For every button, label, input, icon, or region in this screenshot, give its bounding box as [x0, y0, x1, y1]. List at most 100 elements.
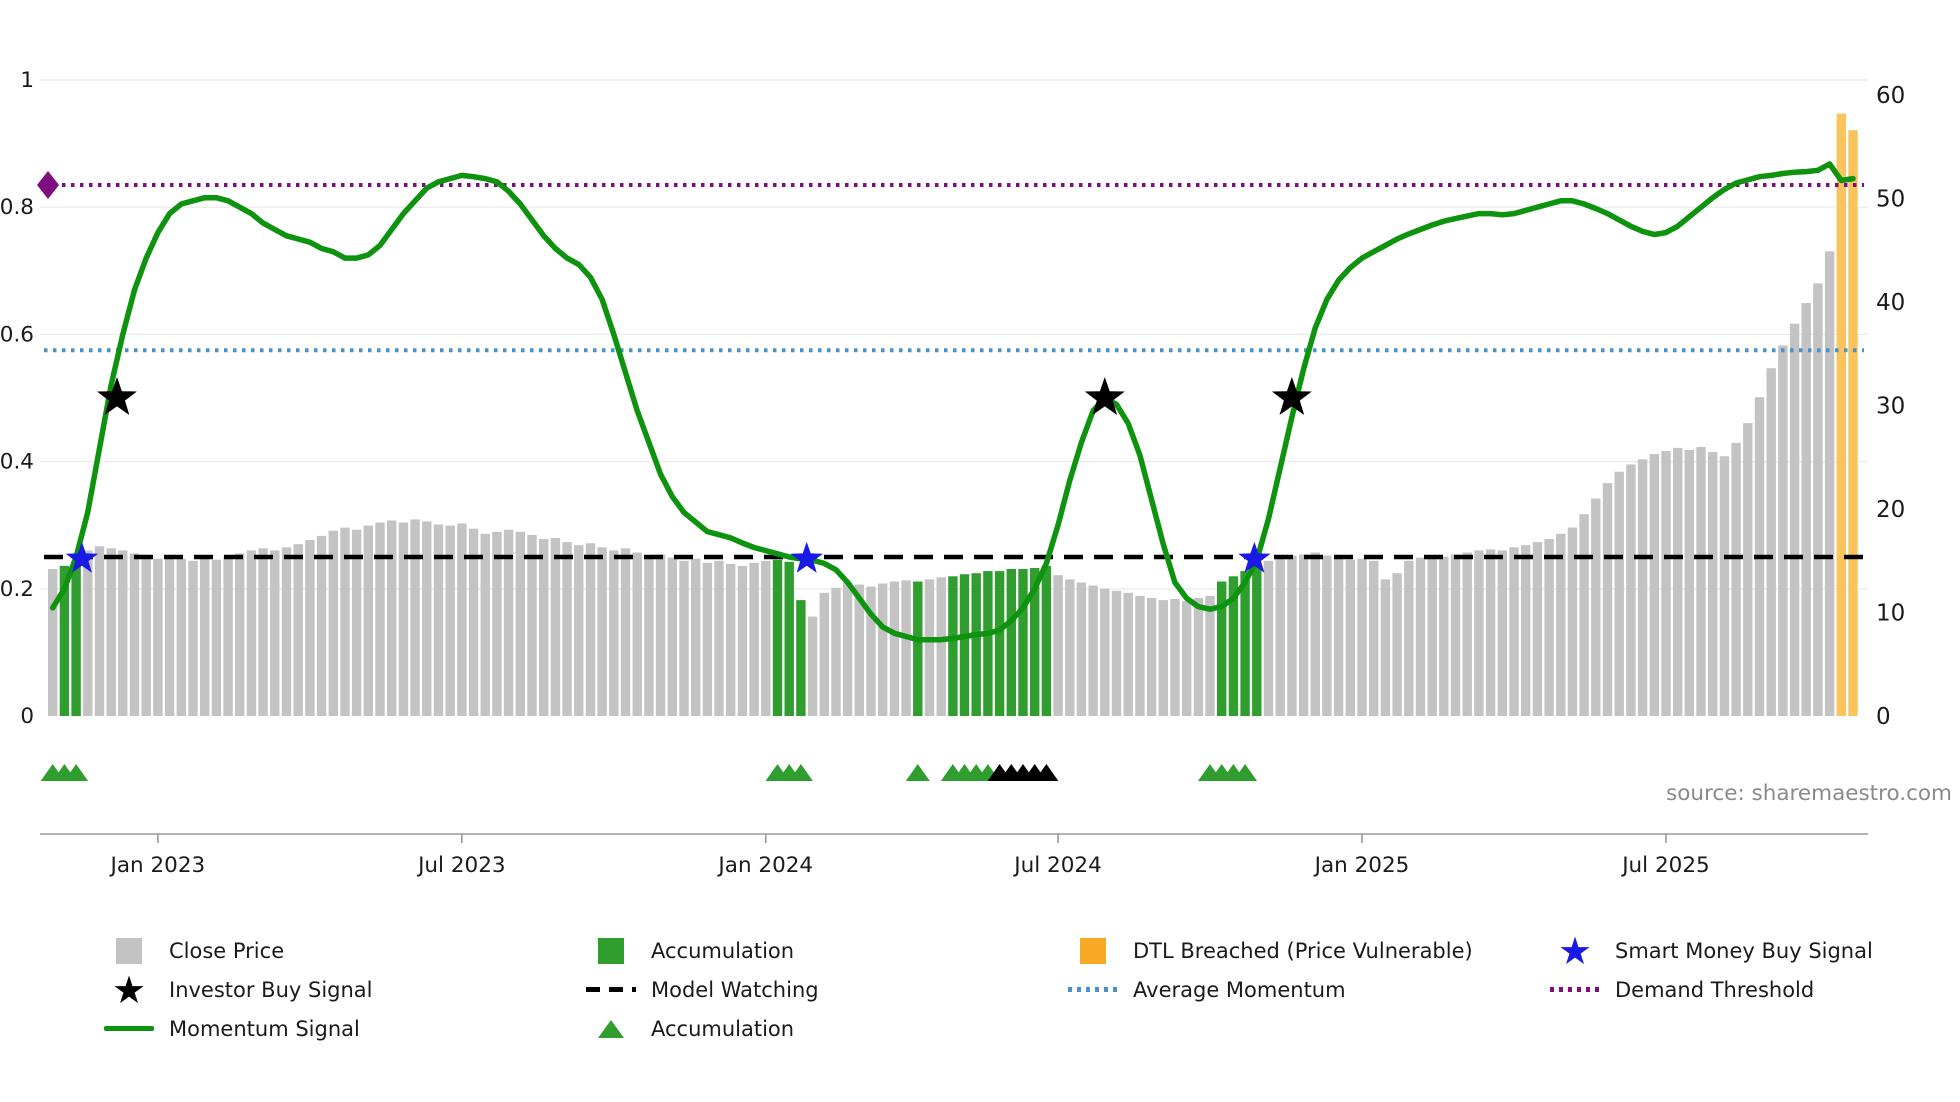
accumulation-bar [948, 576, 958, 716]
close-price-bar [1591, 498, 1601, 716]
accumulation-bar [784, 561, 794, 716]
close-price-bar [305, 540, 315, 716]
close-price-bar [211, 559, 222, 716]
close-price-bar [410, 519, 420, 716]
dtl-breached-bar [1848, 130, 1858, 716]
close-price-bar [433, 524, 444, 716]
legend-label-model-watching: Model Watching [651, 977, 819, 1002]
close-price-bar [176, 558, 186, 716]
close-price-bar [1310, 552, 1320, 716]
close-price-bar [1462, 552, 1472, 716]
close-price-bar [1123, 592, 1133, 716]
close-price-bar [1661, 451, 1671, 716]
accumulation-bar [772, 559, 783, 716]
close-price-bar [94, 546, 105, 716]
close-price-bar [1404, 560, 1414, 717]
close-price-bar [714, 560, 724, 717]
legend-item-investor-buy-signal: ★ Investor Buy Signal [104, 971, 586, 1009]
close-price-bar [1076, 582, 1087, 716]
close-price-bar [129, 553, 140, 716]
close-price-bar [1111, 590, 1122, 716]
close-price-bar [936, 577, 946, 716]
close-price-bar [1146, 598, 1157, 716]
close-price-bar [1357, 558, 1367, 716]
close-price-bar [188, 560, 198, 717]
close-price-bar [1450, 554, 1461, 716]
close-price-bar [1170, 599, 1180, 716]
close-price-bar [854, 584, 864, 716]
close-price-bar [1696, 446, 1706, 716]
close-price-bar [387, 520, 397, 716]
close-price-bar [351, 529, 362, 716]
close-price-bar [316, 535, 327, 716]
close-price-bar [1053, 575, 1063, 716]
close-price-bar [457, 523, 467, 716]
close-price-bar [1135, 595, 1145, 716]
close-price-bar [235, 553, 245, 716]
close-price-bar [503, 529, 514, 716]
close-price-bar [761, 560, 771, 717]
close-price-bar [363, 525, 373, 716]
accumulation-bar [1240, 571, 1250, 716]
accumulation-bar [1217, 581, 1227, 716]
legend-label-momentum-signal: Momentum Signal [169, 1016, 360, 1041]
x-tick-label: Jan 2025 [1313, 853, 1410, 878]
close-price-bar [1731, 442, 1741, 716]
x-tick-label: Jul 2023 [416, 853, 506, 878]
close-price-bar [562, 542, 572, 716]
legend-item-momentum-signal: Momentum Signal [104, 1012, 586, 1045]
left-axis-tick-label: 1 [20, 68, 34, 93]
legend-label-investor-buy-signal: Investor Buy Signal [169, 977, 373, 1002]
close-price-bar [1485, 549, 1496, 716]
legend-item-model-watching: Model Watching [586, 973, 1068, 1006]
close-price-bar [1778, 345, 1788, 716]
smart-money-buy-signal-star [790, 541, 823, 573]
close-price-bar [632, 552, 642, 716]
momentum-chart: Jan 2023 Jul 2023 Jan 2024 Jul 2024 Jan 2025… [0, 68, 1952, 878]
momentum-signal-line [49, 161, 1856, 643]
accumulation-bar [959, 574, 970, 716]
close-price-bar [1544, 539, 1554, 716]
average-momentum-dotted-line-icon [1068, 987, 1118, 992]
legend-item-accumulation-marker: Accumulation [586, 1012, 1068, 1045]
close-price-bar [468, 528, 479, 716]
close-price-bar [375, 522, 385, 716]
demand-threshold-start-marker [37, 170, 59, 199]
investor-buy-signal-star [97, 377, 137, 415]
close-price-bar [106, 548, 116, 716]
close-price-bar [200, 557, 210, 716]
x-tick-label: Jul 2024 [1012, 853, 1102, 878]
close-price-bar [901, 580, 911, 716]
close-price-bar [258, 548, 268, 716]
close-price-bar [340, 527, 350, 716]
legend: Close Price ★ Investor Buy Signal Moment… [104, 928, 1960, 1045]
legend-column-2: Accumulation Model Watching Accumulation [586, 934, 1068, 1045]
close-price-bar [1509, 547, 1519, 716]
close-price-bar [48, 569, 58, 716]
close-price-bar [1743, 423, 1753, 716]
close-price-bar [1275, 557, 1285, 716]
right-axis-tick-label: 20 [1876, 497, 1905, 523]
close-price-bar [655, 554, 666, 716]
close-price-bar [445, 525, 455, 716]
close-price-bar [1345, 559, 1355, 716]
close-price-bar [691, 558, 701, 716]
accumulation-triangle-marker [905, 764, 930, 781]
close-price-bar [1556, 533, 1566, 716]
source-text: source: sharemaestro.com [1666, 781, 1952, 806]
close-price-bar [246, 550, 257, 716]
close-price-bar [878, 583, 888, 716]
right-axis-tick-label: 40 [1876, 290, 1905, 316]
close-price-bar [1193, 598, 1204, 716]
close-price-bar [1649, 454, 1659, 716]
close-price-bar [1813, 283, 1823, 716]
legend-label-smart-money-buy-signal: Smart Money Buy Signal [1615, 938, 1873, 963]
legend-item-smart-money-buy-signal: ★ Smart Money Buy Signal [1550, 928, 1873, 973]
close-price-bar [1474, 550, 1484, 716]
smart-money-star-icon: ★ [1557, 928, 1593, 973]
close-price-bar [1602, 483, 1613, 716]
accumulation-swatch-icon [598, 937, 624, 964]
left-axis-tick-label: 0.6 [0, 322, 34, 347]
legend-column-1: Close Price ★ Investor Buy Signal Moment… [104, 934, 586, 1045]
smart-money-buy-signal-star [1238, 541, 1271, 573]
